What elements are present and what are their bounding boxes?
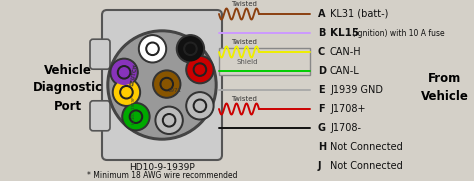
Circle shape <box>122 103 150 131</box>
Circle shape <box>153 70 181 98</box>
Text: * Minimum 18 AWG wire recommended: * Minimum 18 AWG wire recommended <box>87 172 237 180</box>
Text: CAN-L: CAN-L <box>330 66 360 76</box>
Text: Twisted: Twisted <box>231 96 257 102</box>
Text: J1939 GND: J1939 GND <box>330 85 383 95</box>
Text: Shield: Shield <box>237 58 258 64</box>
Circle shape <box>186 92 214 120</box>
Text: KL31 (batt-): KL31 (batt-) <box>330 9 388 19</box>
Circle shape <box>186 56 214 84</box>
Circle shape <box>110 58 138 86</box>
Circle shape <box>176 35 204 63</box>
Circle shape <box>193 63 207 76</box>
Text: J1708-: J1708- <box>330 123 361 133</box>
Text: Twisted: Twisted <box>231 39 257 45</box>
Text: DEUTCH: DEUTCH <box>129 64 138 87</box>
Text: J: J <box>318 161 321 171</box>
Text: E: E <box>318 85 325 95</box>
Text: Vehicle
Diagnostic
Port: Vehicle Diagnostic Port <box>33 64 103 113</box>
Circle shape <box>112 78 140 106</box>
Text: B: B <box>318 28 325 38</box>
FancyBboxPatch shape <box>102 10 222 160</box>
Circle shape <box>184 42 197 55</box>
Circle shape <box>155 106 183 134</box>
Text: A: A <box>318 9 326 19</box>
Text: CAN-H: CAN-H <box>330 47 362 57</box>
Text: HD10-9-1939P: HD10-9-1939P <box>132 96 136 124</box>
Circle shape <box>124 105 148 129</box>
Circle shape <box>119 68 128 77</box>
FancyBboxPatch shape <box>90 39 110 69</box>
Text: From
Vehicle: From Vehicle <box>421 73 469 104</box>
Circle shape <box>163 114 176 127</box>
Bar <box>219 48 310 75</box>
Text: Twisted: Twisted <box>231 1 257 7</box>
Circle shape <box>107 30 217 140</box>
Text: Not Connected: Not Connected <box>330 161 403 171</box>
Circle shape <box>155 72 179 96</box>
Circle shape <box>148 44 157 53</box>
Text: J1708+: J1708+ <box>330 104 365 114</box>
Text: Not Connected: Not Connected <box>330 142 403 152</box>
Circle shape <box>164 116 173 125</box>
Circle shape <box>110 33 214 137</box>
Text: F: F <box>318 104 325 114</box>
Circle shape <box>188 94 212 118</box>
Circle shape <box>157 108 181 132</box>
Circle shape <box>146 42 159 55</box>
Circle shape <box>118 66 131 79</box>
Circle shape <box>131 112 140 121</box>
Text: D: D <box>318 66 326 76</box>
Text: C: C <box>318 47 325 57</box>
Circle shape <box>129 110 143 123</box>
Circle shape <box>138 35 166 63</box>
Text: G: G <box>318 123 326 133</box>
Circle shape <box>193 99 207 112</box>
Circle shape <box>162 79 171 89</box>
Text: (ignition) with 10 A fuse: (ignition) with 10 A fuse <box>350 28 445 37</box>
Text: HD10-9-1939P: HD10-9-1939P <box>129 163 195 172</box>
Circle shape <box>186 44 195 53</box>
Circle shape <box>114 80 138 104</box>
Circle shape <box>178 37 202 61</box>
Circle shape <box>195 65 204 74</box>
Circle shape <box>120 86 133 99</box>
Circle shape <box>140 37 164 61</box>
Circle shape <box>122 88 131 97</box>
Circle shape <box>195 101 204 110</box>
FancyBboxPatch shape <box>90 101 110 131</box>
Circle shape <box>188 58 212 82</box>
Text: H: H <box>318 142 326 152</box>
Circle shape <box>160 77 173 91</box>
Text: KL15: KL15 <box>330 28 359 38</box>
Text: 1971: 1971 <box>167 87 181 92</box>
Circle shape <box>112 60 136 84</box>
